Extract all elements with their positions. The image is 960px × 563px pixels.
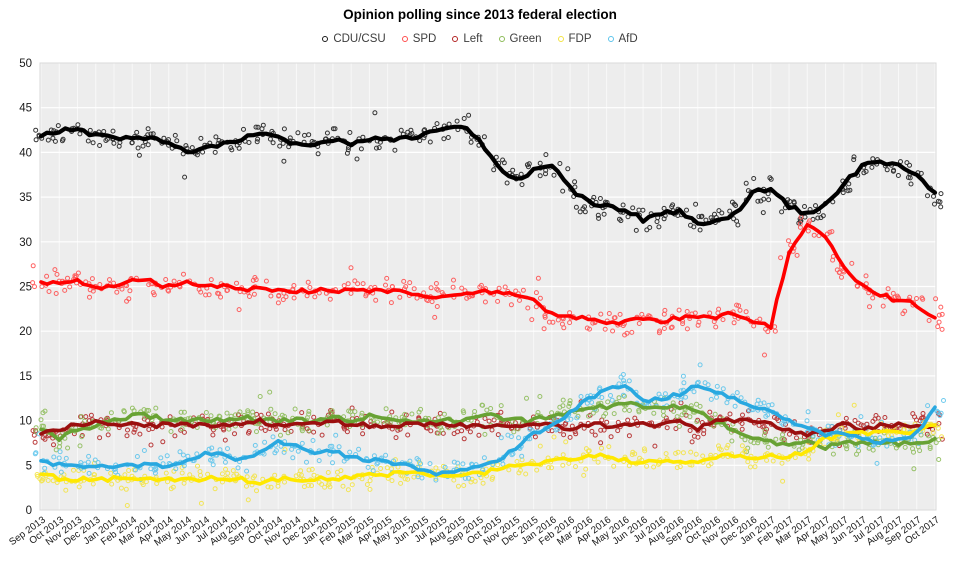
chart-title: Opinion polling since 2013 federal elect…: [343, 7, 617, 22]
svg-text:0: 0: [26, 505, 32, 517]
svg-text:35: 35: [19, 192, 32, 204]
trend-cdu-csu: [38, 124, 938, 227]
legend-item-spd: SPD: [401, 33, 437, 45]
trend-spd: [39, 222, 937, 330]
legend-marker-green: [498, 36, 505, 42]
svg-text:25: 25: [19, 282, 32, 294]
legend-label-afd: AfD: [618, 33, 638, 45]
svg-text:15: 15: [19, 371, 32, 383]
legend-marker-cdu-csu: [322, 36, 329, 42]
legend-item-left: Left: [452, 33, 483, 45]
svg-text:20: 20: [19, 326, 32, 338]
legend-marker-fdp: [557, 36, 564, 42]
trend-left: [39, 417, 937, 438]
y-axis-labels: 0 5 10 15 20 25 30 35 40 45 50: [19, 58, 32, 517]
legend-item-cdu-csu: CDU/CSU: [322, 33, 386, 45]
legend-item-fdp: FDP: [557, 33, 592, 45]
legend-marker-spd: [401, 36, 408, 42]
svg-text:45: 45: [19, 103, 32, 115]
svg-text:5: 5: [26, 460, 32, 472]
svg-text:50: 50: [19, 58, 32, 70]
legend-label-left: Left: [463, 33, 483, 45]
svg-text:40: 40: [19, 147, 32, 159]
trend-green: [39, 400, 937, 451]
legend-item-afd: AfD: [607, 33, 638, 45]
trend-fdp: [39, 423, 937, 486]
legend-label-fdp: FDP: [568, 33, 592, 45]
legend-label-green: Green: [509, 33, 542, 45]
trend-afd: [39, 384, 937, 477]
legend-item-green: Green: [498, 33, 542, 45]
legend-label-spd: SPD: [412, 33, 437, 45]
legend: CDU/CSU SPD Left Green FDP AfD: [0, 33, 960, 45]
legend-label-cdu-csu: CDU/CSU: [333, 33, 386, 45]
legend-marker-left: [452, 36, 459, 42]
legend-marker-afd: [607, 36, 614, 42]
svg-text:30: 30: [19, 237, 32, 249]
svg-text:10: 10: [19, 416, 32, 428]
